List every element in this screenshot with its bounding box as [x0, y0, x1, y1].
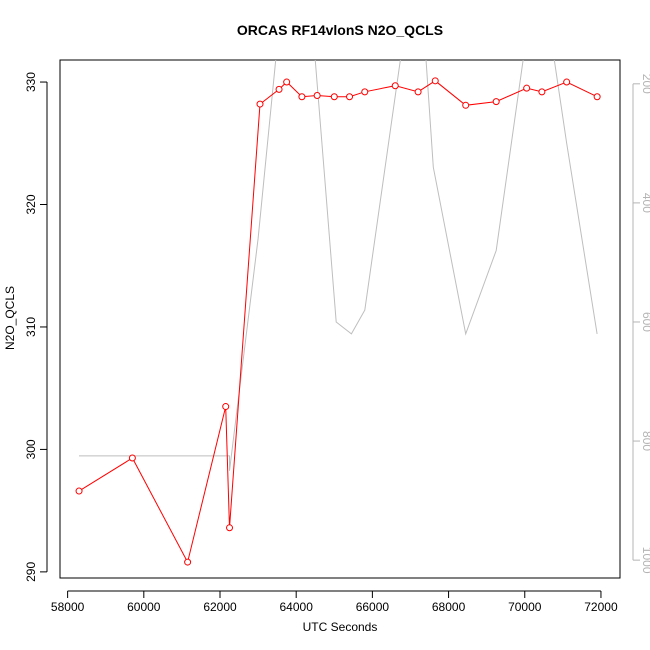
data-point [538, 88, 546, 96]
right-axis-series-line [79, 60, 598, 471]
chart-title: ORCAS RF14vlonS N2O_QCLS [237, 22, 443, 38]
data-point [128, 454, 136, 462]
x-tick-label: 70000 [508, 600, 542, 614]
data-point [523, 84, 531, 92]
data-point [256, 100, 264, 108]
n2o-series-line [78, 80, 598, 564]
plot-frame [59, 59, 621, 579]
right-tick-label: 400 [640, 193, 650, 213]
x-tick-label: 60000 [127, 600, 161, 614]
x-tick-label: 72000 [584, 600, 618, 614]
y-tick-label: 330 [24, 72, 38, 92]
right-axis: 200 400 600 800 1000 [632, 74, 650, 574]
x-tick-label: 64000 [280, 600, 314, 614]
data-point [298, 93, 306, 101]
right-tick-label: 200 [640, 74, 650, 94]
x-tick-label: 68000 [432, 600, 466, 614]
data-point [492, 98, 500, 106]
y-axis-label: N2O_QCLS [3, 286, 17, 350]
data-point [361, 88, 369, 96]
series-layer [75, 60, 601, 566]
y-tick-label: 320 [24, 194, 38, 214]
y-axis: 290 300 310 320 330 [24, 72, 48, 582]
data-point [462, 101, 470, 109]
data-point [313, 92, 321, 100]
data-point [330, 93, 338, 101]
right-tick-label: 1000 [640, 547, 650, 574]
x-tick-label: 62000 [203, 600, 237, 614]
data-point [391, 82, 399, 90]
y-tick-label: 300 [24, 439, 38, 459]
y-tick-label: 310 [24, 317, 38, 337]
data-point [431, 77, 439, 85]
data-point [184, 558, 192, 566]
data-point [226, 524, 234, 532]
x-tick-label: 58000 [51, 600, 85, 614]
y-tick-label: 290 [24, 562, 38, 582]
x-tick-label: 66000 [356, 600, 390, 614]
right-tick-label: 600 [640, 312, 650, 332]
data-point [222, 403, 230, 411]
right-tick-label: 800 [640, 431, 650, 451]
data-point [563, 78, 571, 86]
data-point [346, 93, 354, 101]
x-axis: 58000 60000 62000 64000 66000 68000 70000 72000 [51, 590, 618, 614]
data-point [283, 78, 291, 86]
data-point [275, 85, 283, 93]
x-axis-label: UTC Seconds [303, 620, 378, 634]
data-point [593, 93, 601, 101]
data-point [75, 487, 83, 495]
data-point [414, 88, 422, 96]
